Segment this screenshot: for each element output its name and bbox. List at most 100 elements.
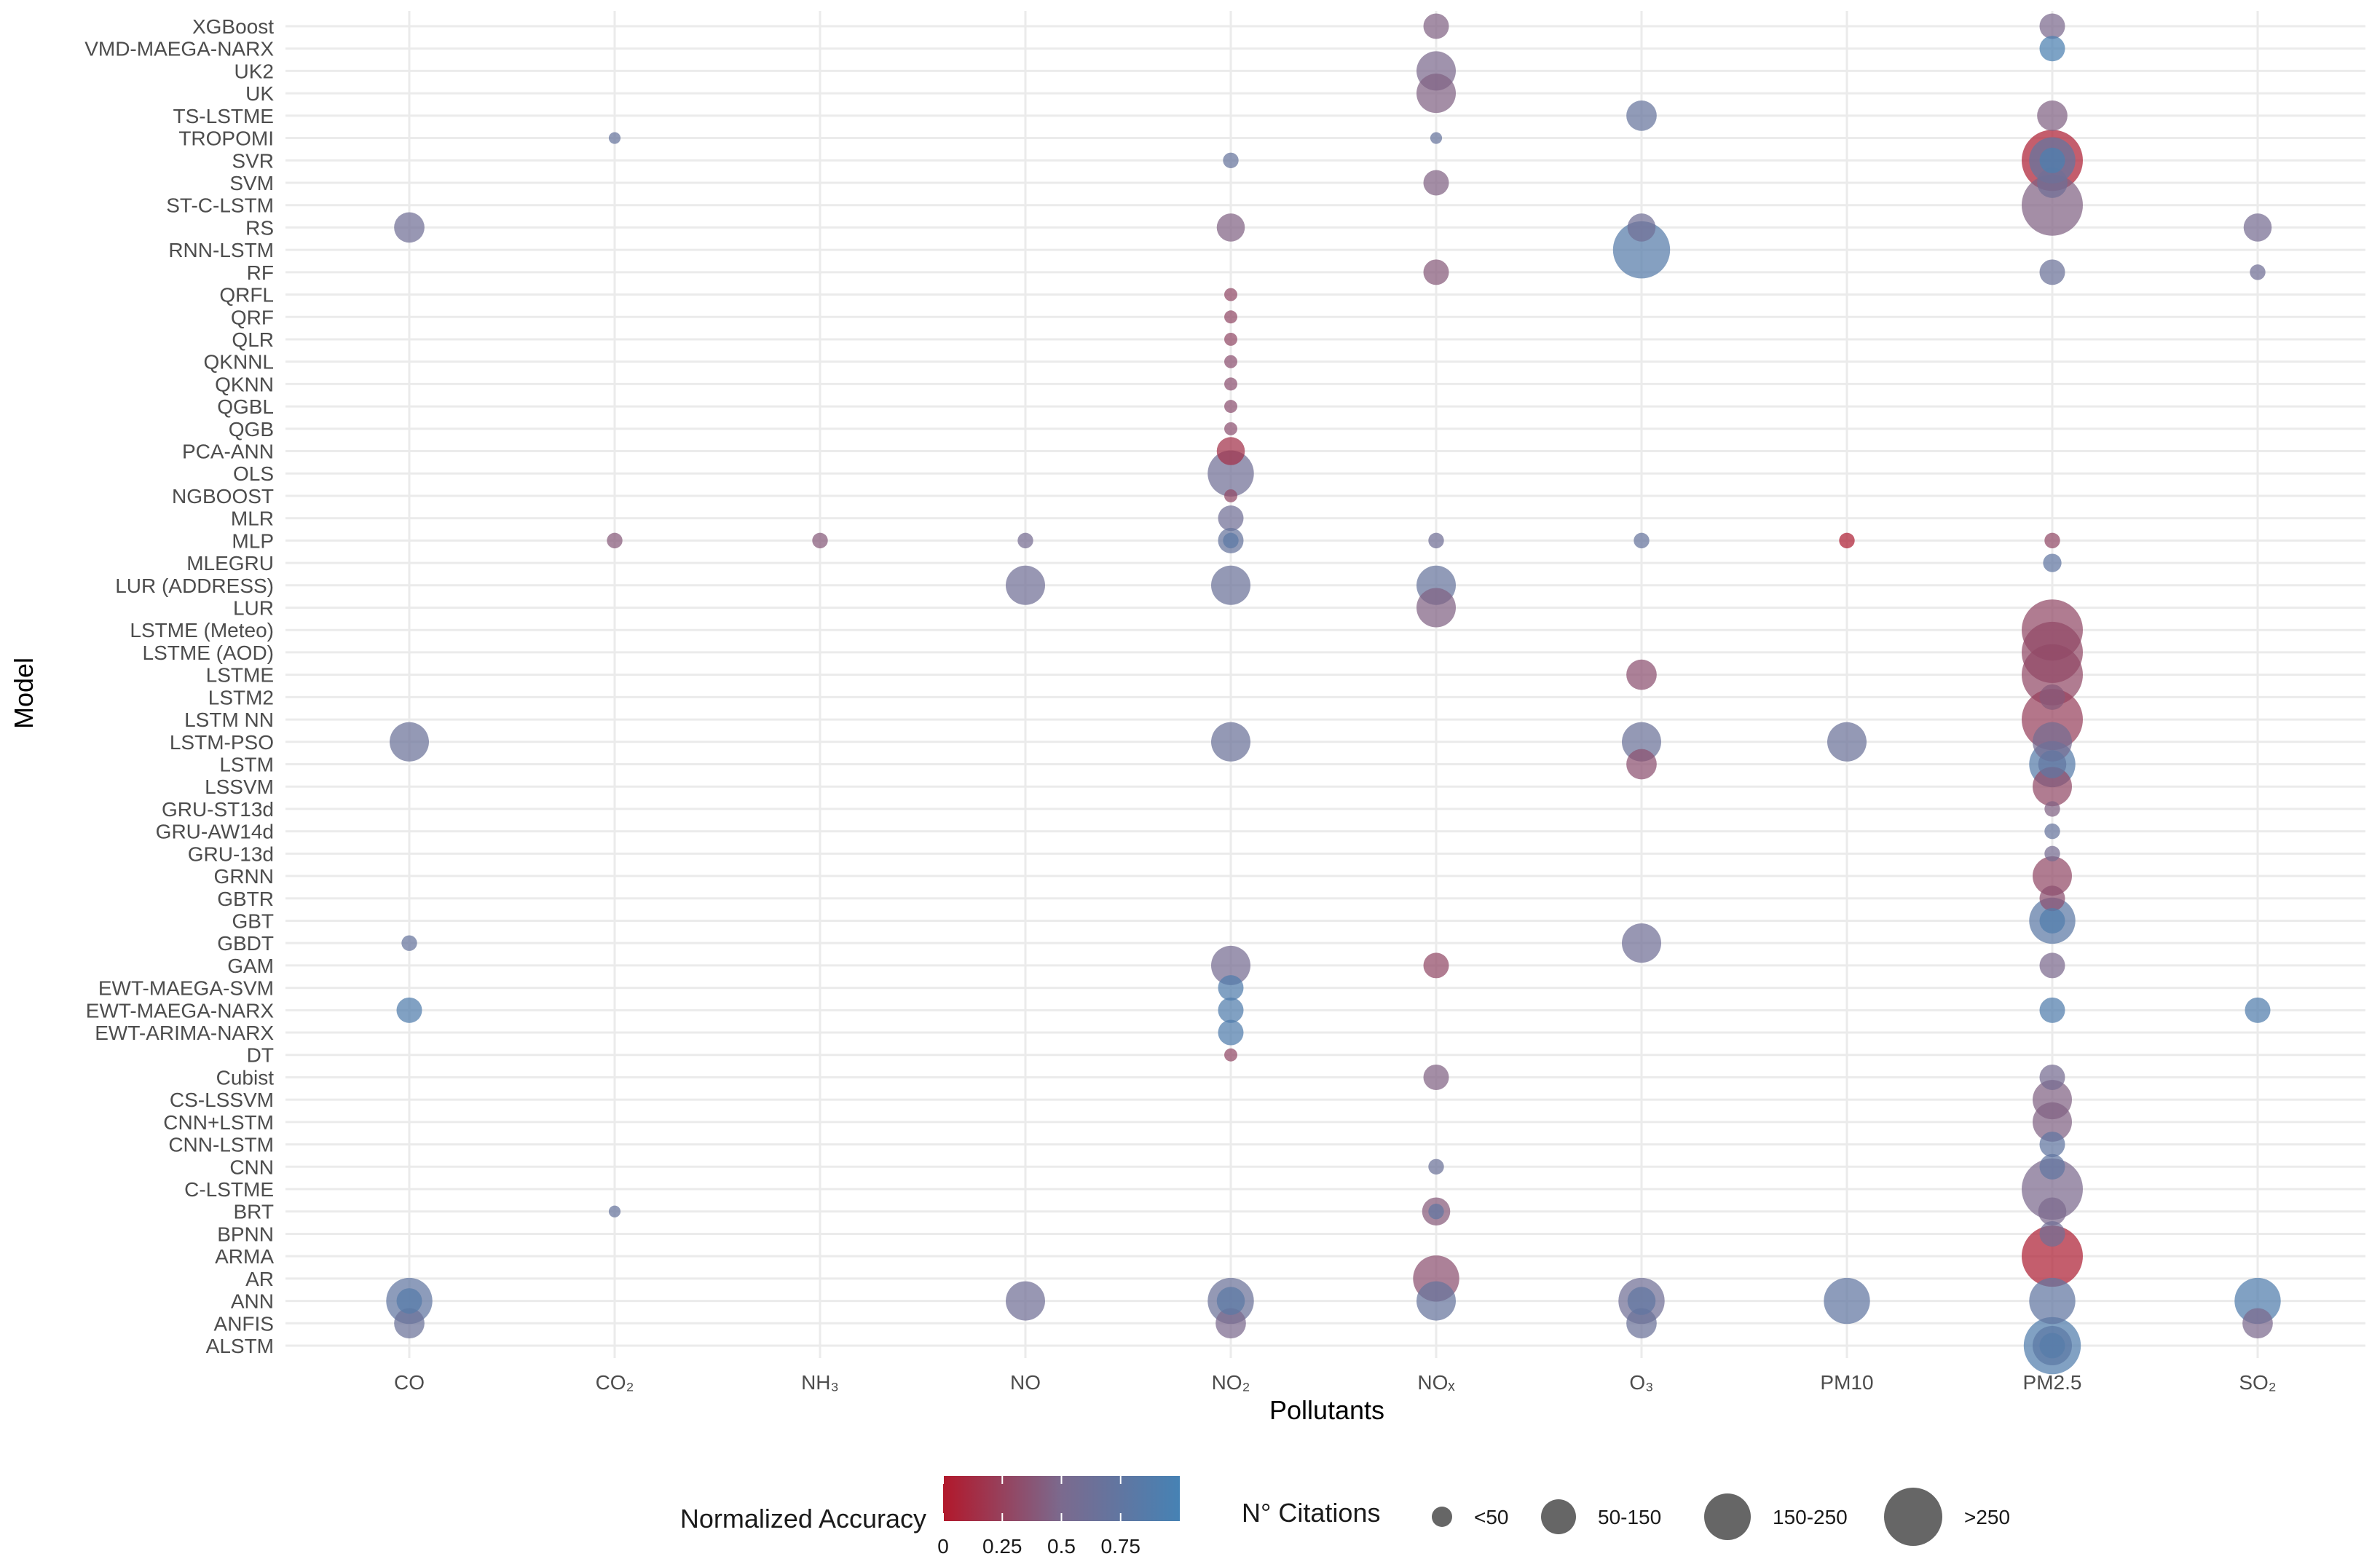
y-tick-label: LSTM-PSO bbox=[170, 731, 274, 754]
x-tick-label: PM10 bbox=[1820, 1371, 1873, 1394]
point-ewt-maega-narx-co bbox=[396, 997, 422, 1023]
point-cubist-pm2-5 bbox=[2039, 1064, 2065, 1090]
y-tick-label: MLEGRU bbox=[186, 552, 274, 575]
y-tick-label: GAM bbox=[227, 955, 274, 977]
point-st-c-lstm-pm2-5 bbox=[2022, 174, 2083, 236]
x-tick-label: NH₃ bbox=[801, 1371, 839, 1394]
y-tick-label: LUR (ADDRESS) bbox=[115, 575, 274, 597]
y-tick-label: QKNNL bbox=[204, 351, 274, 374]
point-ngboost-no bbox=[1224, 489, 1237, 502]
point-uk-no bbox=[1416, 74, 1456, 114]
point-lstm-pso-co bbox=[390, 722, 429, 762]
y-tick-label: GRU-13d bbox=[188, 842, 274, 865]
point-rf-so bbox=[2250, 264, 2266, 280]
y-tick-label: CNN-LSTM bbox=[168, 1134, 274, 1156]
point-grnn-pm2-5 bbox=[2033, 856, 2072, 896]
y-tick-label: ALSTM bbox=[206, 1335, 274, 1357]
y-tick-label: LSTM bbox=[219, 753, 274, 775]
point-lur-address-no bbox=[1006, 565, 1045, 605]
y-tick-label: GRU-ST13d bbox=[162, 798, 274, 821]
size-legend-label: 50-150 bbox=[1598, 1506, 1661, 1528]
y-tick-label: LSTME (AOD) bbox=[143, 642, 274, 664]
color-legend-title: Normalized Accuracy bbox=[680, 1504, 926, 1534]
y-tick-label: GBDT bbox=[217, 932, 274, 955]
point-lstm-o bbox=[1626, 749, 1657, 780]
point-anfis-so bbox=[2242, 1308, 2273, 1339]
point-gru-13d-pm2-5 bbox=[2044, 845, 2060, 862]
point-ann-o bbox=[1627, 1287, 1656, 1315]
y-tick-label: LSTM NN bbox=[184, 709, 274, 731]
point-lstm-pso-no bbox=[1211, 722, 1250, 762]
point-cnn-no bbox=[1428, 1159, 1444, 1175]
point-brt-pm2-5 bbox=[2038, 1197, 2067, 1226]
size-legend-label: >250 bbox=[1964, 1506, 2010, 1528]
y-tick-label: GBTR bbox=[217, 888, 274, 910]
color-tick-label: 0.5 bbox=[1047, 1535, 1076, 1558]
point-ann-pm2-5 bbox=[2029, 1277, 2076, 1325]
point-mlr-no bbox=[1218, 505, 1244, 532]
point-gam-no bbox=[1423, 952, 1449, 979]
point-ann-so bbox=[2234, 1277, 2281, 1325]
color-tick-label: 0.25 bbox=[982, 1535, 1022, 1558]
point-vmd-maega-narx-pm2-5 bbox=[2039, 36, 2065, 62]
y-tick-label: OLS bbox=[233, 462, 274, 485]
x-tick-label: NOₓ bbox=[1417, 1371, 1455, 1394]
size-legend-label: <50 bbox=[1474, 1506, 1509, 1528]
point-qgb-no bbox=[1224, 422, 1237, 435]
y-tick-label: LSSVM bbox=[205, 775, 274, 798]
y-tick-label: Cubist bbox=[216, 1066, 275, 1089]
size-legend-items: <50 50-150 150-250 >250 bbox=[1432, 1488, 2010, 1546]
y-tick-label: RS bbox=[245, 216, 274, 239]
x-tick-label: CO₂ bbox=[596, 1371, 634, 1394]
point-ewt-arima-narx-no bbox=[1218, 1019, 1244, 1046]
point-gru-st13d-pm2-5 bbox=[2044, 801, 2060, 817]
point-qlr-no bbox=[1224, 332, 1237, 346]
point-ols-no bbox=[1207, 450, 1254, 497]
size-legend-symbol bbox=[1884, 1488, 1942, 1546]
size-legend-label: 150-250 bbox=[1773, 1506, 1848, 1528]
point-svm-no bbox=[1423, 170, 1449, 196]
y-tick-label: EWT-ARIMA-NARX bbox=[95, 1022, 274, 1044]
x-tick-label: CO bbox=[394, 1371, 425, 1394]
data-points bbox=[386, 13, 2281, 1375]
y-tick-label: BRT bbox=[234, 1201, 275, 1223]
point-ann-no bbox=[1006, 1281, 1045, 1321]
size-legend-symbol bbox=[1541, 1499, 1576, 1534]
y-tick-label: MLR bbox=[231, 508, 274, 530]
x-axis-title: Pollutants bbox=[1269, 1395, 1384, 1425]
point-gam-pm2-5 bbox=[2039, 952, 2065, 979]
point-svm-pm2-5 bbox=[2037, 167, 2068, 198]
y-tick-label: LSTME bbox=[206, 664, 274, 687]
point-gbdt-co bbox=[401, 935, 417, 951]
y-tick-label: UK2 bbox=[235, 60, 274, 82]
point-lstm2-pm2-5 bbox=[2039, 684, 2065, 710]
point-ts-lstme-pm2-5 bbox=[2037, 100, 2068, 131]
point-rs-so bbox=[2243, 213, 2272, 242]
point-mlp-no bbox=[1017, 532, 1033, 549]
point-anfis-no bbox=[1215, 1308, 1246, 1339]
y-tick-label: QLR bbox=[232, 328, 274, 351]
point-ewt-maega-narx-no bbox=[1218, 997, 1244, 1023]
y-tick-label: QKNN bbox=[215, 373, 274, 395]
point-mlp-no bbox=[1428, 532, 1444, 549]
point-gam-no bbox=[1211, 945, 1250, 985]
point-qrf-no bbox=[1224, 310, 1237, 324]
y-tick-label: SVM bbox=[229, 172, 274, 194]
point-cnn-pm2-5 bbox=[2039, 1153, 2065, 1180]
point-gru-aw14d-pm2-5 bbox=[2044, 823, 2060, 840]
point-arma-pm2-5 bbox=[2022, 1226, 2083, 1287]
point-mlp-nh bbox=[812, 532, 828, 549]
point-ts-lstme-o bbox=[1626, 100, 1657, 131]
point-mlegru-pm2-5 bbox=[2043, 553, 2062, 572]
point-xgboost-no bbox=[1423, 13, 1449, 39]
y-tick-label: QGBL bbox=[217, 395, 274, 418]
y-tick-label: ST-C-LSTM bbox=[166, 194, 274, 217]
point-ann-no bbox=[1216, 1287, 1245, 1315]
x-tick-label: NO bbox=[1010, 1371, 1041, 1394]
point-mlp-no bbox=[1223, 532, 1239, 549]
point-lstm-pso-o bbox=[1622, 722, 1661, 762]
y-axis-title: Model bbox=[9, 658, 39, 729]
y-tick-label: RF bbox=[247, 261, 274, 284]
y-tick-label: CNN+LSTM bbox=[163, 1111, 274, 1134]
